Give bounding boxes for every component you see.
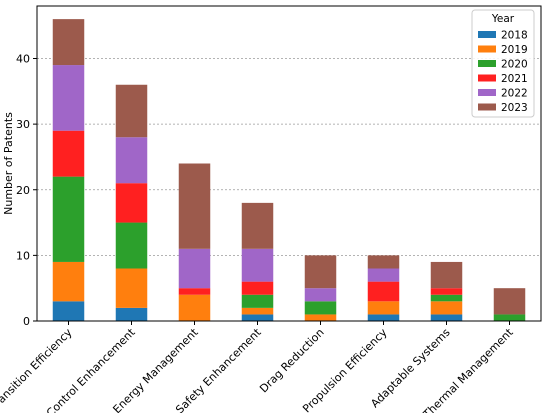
- y-tick-label: 10: [16, 249, 30, 262]
- bar-segment: [493, 288, 526, 315]
- legend-label: 2019: [501, 44, 528, 56]
- bar-segment: [304, 255, 337, 289]
- grid-lines: [37, 58, 541, 256]
- bar-segment: [367, 268, 400, 282]
- y-ticks: 0 10 20 30 40: [16, 53, 37, 328]
- bar-segment: [304, 314, 337, 321]
- legend-label: 2021: [501, 73, 528, 85]
- bar-segment: [115, 183, 148, 223]
- bar-segment: [430, 261, 463, 289]
- bar-segment: [241, 281, 274, 295]
- bar-segment: [52, 261, 85, 302]
- bar-segment: [241, 307, 274, 315]
- bar-segment: [52, 19, 85, 66]
- bar-segment: [241, 294, 274, 308]
- legend-swatch: [478, 74, 496, 82]
- legend-label: 2018: [501, 30, 528, 42]
- y-tick-label: 0: [23, 315, 30, 328]
- bar-segment: [304, 288, 337, 302]
- bar-segment: [178, 163, 211, 249]
- legend-label: 2022: [501, 88, 528, 100]
- y-tick-label: 40: [16, 53, 30, 66]
- bar-segment: [52, 176, 85, 262]
- bar-segment: [367, 301, 400, 315]
- bar-segment: [241, 314, 274, 321]
- y-axis-label: Number of Patents: [2, 112, 15, 215]
- bar-segment: [493, 314, 526, 321]
- bar-segment: [367, 314, 400, 321]
- x-tick-label: Drag Reduction: [257, 326, 326, 395]
- bar-segment: [115, 222, 148, 269]
- bar-segment: [430, 314, 463, 321]
- legend-swatch: [478, 45, 496, 53]
- bar-segment: [367, 255, 400, 269]
- bar-segment: [178, 248, 211, 289]
- legend: Year 2018 2019 2020 2021 2022 2023: [471, 9, 535, 118]
- bar-segment: [115, 137, 148, 184]
- bar-segment: [52, 130, 85, 177]
- legend-swatch: [478, 60, 496, 67]
- bar-segment: [52, 65, 85, 131]
- bar-segment: [430, 294, 463, 302]
- bar-segment: [115, 307, 148, 321]
- bar-segment: [304, 301, 337, 315]
- bar-segment: [430, 301, 463, 315]
- plot-frame: [36, 5, 542, 322]
- legend-swatch: [478, 89, 496, 96]
- legend-swatch: [478, 31, 496, 38]
- y-tick-label: 20: [16, 184, 30, 197]
- bar-segment: [178, 294, 211, 321]
- bar-segment: [115, 268, 148, 308]
- legend-label: 2020: [501, 59, 528, 71]
- bar-segment: [115, 84, 148, 138]
- legend-swatch: [478, 103, 496, 111]
- bar-segment: [52, 301, 85, 321]
- bar-segment: [241, 248, 274, 282]
- axes: [36, 5, 542, 322]
- bar-segment: [178, 288, 211, 295]
- bar-segment: [241, 202, 274, 249]
- bar-segment: [430, 288, 463, 295]
- y-tick-label: 30: [16, 118, 30, 131]
- bars: [52, 19, 526, 321]
- bar-segment: [367, 281, 400, 302]
- legend-title: Year: [491, 13, 515, 25]
- legend-label: 2023: [501, 102, 528, 114]
